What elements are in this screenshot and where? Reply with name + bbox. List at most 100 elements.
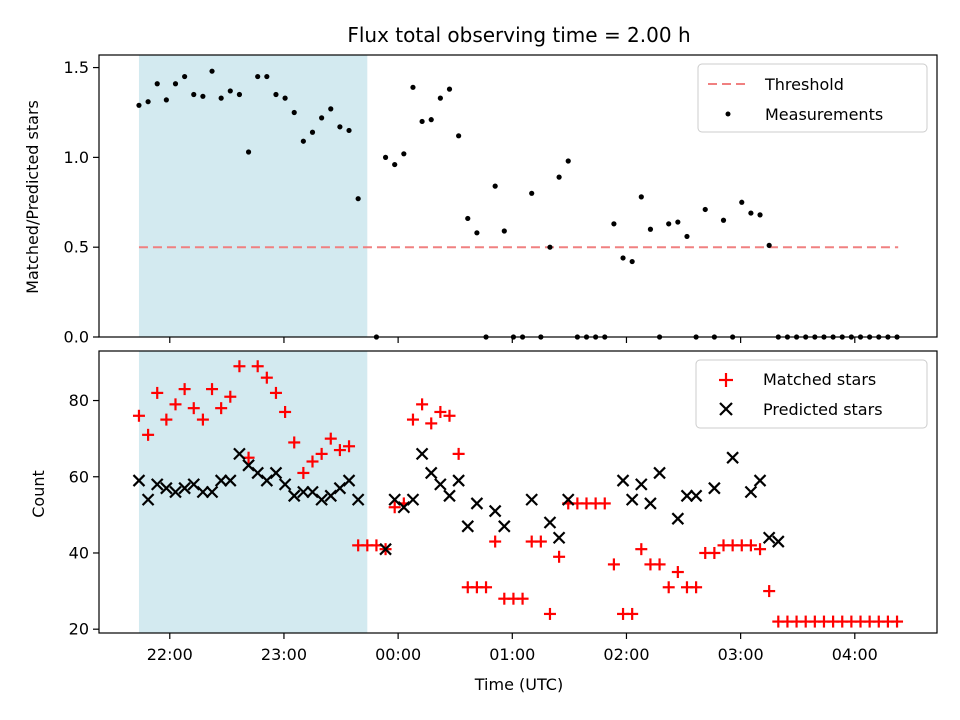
top-y-axis-label: Matched/Predicted stars (23, 100, 42, 294)
predicted-star-point (498, 520, 511, 533)
predicted-star-point (351, 493, 365, 506)
matched-star-point (306, 455, 319, 468)
measurement-point (410, 84, 416, 90)
measurement-point (620, 255, 626, 261)
measurement-point (300, 138, 306, 144)
legend-measurements-swatch (725, 111, 731, 117)
matched-star-point (279, 405, 292, 418)
predicted-star-point (708, 481, 721, 495)
top-legend: Threshold Measurements (697, 63, 928, 133)
measurement-point (465, 215, 471, 222)
predicted-star-point (644, 497, 657, 510)
predicted-star-point (434, 478, 447, 491)
measurement-point (501, 228, 507, 234)
legend-matched-swatch (719, 373, 733, 387)
predicted-star-point (470, 497, 484, 510)
matched-star-point (598, 497, 611, 510)
measurement-point (492, 183, 498, 189)
predicted-star-point (772, 535, 785, 548)
bottom-legend: Matched stars Predicted stars (695, 359, 928, 429)
measurement-point (456, 133, 462, 139)
matched-star-point (891, 615, 904, 628)
measurement-point (209, 68, 215, 74)
matched-star-point (534, 535, 547, 548)
measurement-point (392, 161, 398, 168)
measurement-point (547, 244, 553, 250)
predicted-star-point (653, 466, 666, 480)
top-y-axis-ticks: 0.0 0.5 1.0 1.5 (64, 58, 99, 347)
top-panel: 0.0 0.5 1.0 1.5 Matched/Predicted stars Thr… (23, 54, 938, 347)
predicted-star-point (753, 474, 767, 487)
matched-star-point (288, 436, 301, 449)
predicted-star-point (561, 493, 575, 506)
x-tick-label: 04:00 (832, 645, 878, 664)
x-tick-label: 22:00 (147, 645, 193, 664)
matched-star-point (324, 432, 337, 445)
matched-star-point (425, 417, 438, 430)
legend-predicted-swatch (719, 402, 733, 416)
measurement-point (529, 190, 535, 196)
predicted-star-point (169, 485, 182, 499)
measurement-point (556, 174, 562, 180)
measurement-point (355, 196, 361, 202)
matched-star-point (489, 535, 502, 548)
matched-star-point (315, 447, 328, 460)
predicted-star-point (406, 493, 420, 506)
matched-star-point (626, 607, 639, 620)
matched-star-point (671, 566, 684, 579)
bottom-panel: 20 40 60 80 22:00 23:00 00:00 01:00 02:00 03:00 0… (29, 350, 938, 694)
measurement-point (666, 221, 672, 227)
y-tick-label: 40 (69, 543, 89, 562)
bottom-y-axis-ticks: 20 40 60 80 (69, 391, 99, 639)
measurement-point (182, 73, 188, 80)
predicted-star-point (150, 478, 164, 491)
matched-star-point (169, 398, 182, 411)
predicted-star-point (278, 478, 292, 491)
measurement-point (419, 118, 425, 125)
bottom-legend-box (695, 359, 928, 429)
measurement-point (163, 97, 169, 103)
predicted-star-point (671, 512, 685, 525)
matched-star-point (343, 440, 356, 453)
measurement-point (282, 95, 288, 101)
measurement-point (638, 194, 644, 200)
measurement-point (720, 217, 727, 223)
measurement-point (328, 106, 334, 112)
matched-star-point (388, 501, 401, 514)
measurement-point (629, 258, 635, 265)
matched-star-point (443, 409, 456, 422)
predicted-star-point (141, 493, 155, 506)
predicted-star-point (224, 474, 237, 487)
measurement-point (145, 99, 151, 105)
predicted-star-point (461, 520, 475, 533)
predicted-star-point (762, 531, 776, 545)
bottom-x-axis-ticks: 22:00 23:00 00:00 01:00 02:00 03:00 04:00 (147, 633, 878, 664)
top-x-axis-ticks (169, 337, 856, 343)
matched-star-point (178, 383, 191, 396)
predicted-star-point (680, 489, 694, 503)
measurement-point (218, 95, 224, 101)
x-tick-label: 01:00 (489, 645, 535, 664)
measurement-point (136, 102, 142, 108)
predicted-star-point (287, 489, 301, 503)
measurement-point (191, 91, 197, 98)
matched-star-point (480, 581, 493, 594)
matched-star-point (333, 444, 346, 457)
predicted-stars-series (132, 447, 785, 556)
measurement-point (401, 151, 407, 157)
matched-star-point (132, 409, 145, 422)
measurement-point (291, 109, 297, 116)
matched-star-point (607, 558, 620, 571)
predicted-star-point (233, 447, 246, 461)
top-shaded-interval (138, 55, 368, 337)
matched-star-point (297, 466, 310, 479)
matched-star-point (416, 398, 429, 411)
matched-star-point (708, 546, 721, 559)
predicted-star-point (726, 451, 739, 464)
matched-star-point (690, 581, 703, 594)
predicted-star-point (443, 489, 456, 503)
measurement-point (437, 95, 443, 101)
measurement-point (154, 81, 160, 87)
x-tick-label: 23:00 (261, 645, 307, 664)
matched-star-point (516, 592, 529, 605)
